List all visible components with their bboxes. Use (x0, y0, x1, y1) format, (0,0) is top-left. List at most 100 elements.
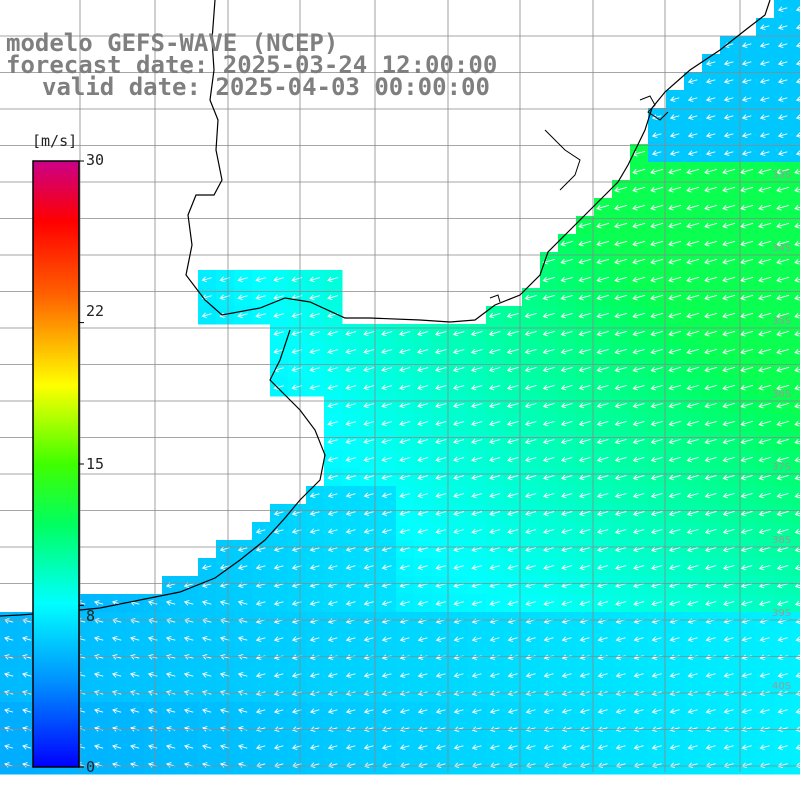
wind-arrow (579, 528, 591, 535)
wind-arrow (506, 384, 519, 391)
wind-arrow (471, 708, 482, 714)
wind-arrow (776, 402, 790, 409)
wind-arrow (112, 744, 122, 750)
wind-arrow (524, 438, 537, 445)
wind-arrow (309, 600, 320, 607)
wind-arrow (705, 132, 716, 138)
wind-arrow (758, 222, 772, 229)
wind-arrow (578, 312, 591, 319)
wind-arrow (669, 636, 680, 643)
wind-arrow (363, 582, 374, 589)
latitude-label: 39S (772, 608, 791, 619)
wind-arrow (596, 474, 609, 481)
wind-arrow (632, 330, 645, 337)
wind-arrow (255, 312, 266, 319)
wind-arrow (525, 708, 536, 715)
wind-arrow (722, 330, 736, 337)
wind-arrow (202, 744, 212, 750)
wind-arrow (597, 708, 608, 715)
wind-arrow (705, 600, 717, 607)
wind-arrow (740, 564, 753, 571)
wind-arrow (363, 708, 374, 714)
wind-arrow (596, 402, 609, 409)
wind-arrow (327, 348, 339, 355)
wind-arrow (740, 330, 754, 337)
wind-arrow (668, 240, 682, 247)
wind-arrow (381, 420, 393, 427)
wind-arrow (669, 150, 680, 156)
wind-arrow (614, 528, 627, 535)
wind-arrow (327, 510, 338, 517)
wind-arrow (560, 438, 573, 445)
wind-arrow (399, 564, 410, 571)
wind-arrow (650, 330, 664, 337)
wind-arrow (543, 636, 554, 643)
wind-arrow (759, 114, 770, 120)
wind-arrow (633, 708, 644, 715)
wind-arrow (327, 474, 338, 481)
wind-arrow (650, 366, 663, 373)
wind-arrow (794, 312, 800, 319)
wind-arrow (776, 276, 790, 283)
wind-arrow (758, 510, 771, 517)
wind-arrow (363, 456, 374, 463)
wind-arrow (524, 366, 537, 373)
wind-arrow (381, 582, 392, 589)
wind-arrow (758, 546, 771, 553)
wind-arrow (399, 672, 410, 678)
wind-arrow (435, 564, 446, 571)
wind-arrow (542, 348, 555, 355)
wind-arrow (687, 114, 698, 120)
wind-arrow (723, 78, 734, 84)
wind-arrow (758, 528, 771, 535)
wind-arrow (542, 420, 555, 427)
wind-arrow (327, 744, 338, 750)
wind-arrow (579, 636, 590, 643)
wind-arrow (794, 384, 800, 391)
wind-arrow (596, 294, 609, 301)
wind-arrow (327, 384, 338, 391)
wind-arrow (686, 546, 699, 553)
wind-arrow (273, 330, 284, 337)
wind-arrow (651, 636, 662, 643)
wind-arrow (399, 546, 410, 553)
wind-arrow (723, 672, 734, 679)
wind-arrow (327, 438, 338, 445)
wind-arrow (650, 294, 664, 301)
wind-arrow (399, 384, 411, 391)
colorbar-ticks (79, 160, 84, 768)
wind-arrow (758, 402, 772, 409)
wind-arrow (741, 114, 752, 120)
wind-arrow (471, 510, 483, 517)
wind-arrow (327, 294, 339, 301)
wind-arrow (489, 600, 500, 607)
wind-arrow (704, 420, 717, 427)
wind-arrow (273, 636, 284, 642)
wind-arrow (561, 708, 572, 715)
wind-arrow (759, 132, 770, 138)
wind-arrow (650, 474, 663, 481)
wind-arrow (471, 420, 483, 427)
wind-arrow (273, 312, 284, 319)
wind-arrow (686, 384, 699, 391)
wind-arrow (632, 204, 646, 211)
wind-arrow (489, 546, 501, 553)
wind-arrow (183, 600, 194, 606)
wind-arrow (399, 330, 411, 337)
wind-arrow (740, 276, 754, 283)
wind-arrow (650, 492, 663, 499)
wind-arrow (309, 744, 320, 750)
wind-arrow (166, 708, 176, 714)
wind-arrow (651, 564, 663, 571)
wind-arrow (507, 636, 518, 643)
wind-arrow (668, 546, 681, 553)
wind-arrow (255, 564, 266, 570)
wind-arrow (740, 366, 754, 373)
wind-arrow (345, 420, 356, 427)
wind-arrow (722, 546, 735, 553)
wind-arrow (740, 348, 754, 355)
wind-arrow (488, 402, 501, 409)
wind-arrow (345, 528, 356, 535)
wind-arrow (794, 186, 800, 193)
wind-arrow (453, 636, 464, 643)
